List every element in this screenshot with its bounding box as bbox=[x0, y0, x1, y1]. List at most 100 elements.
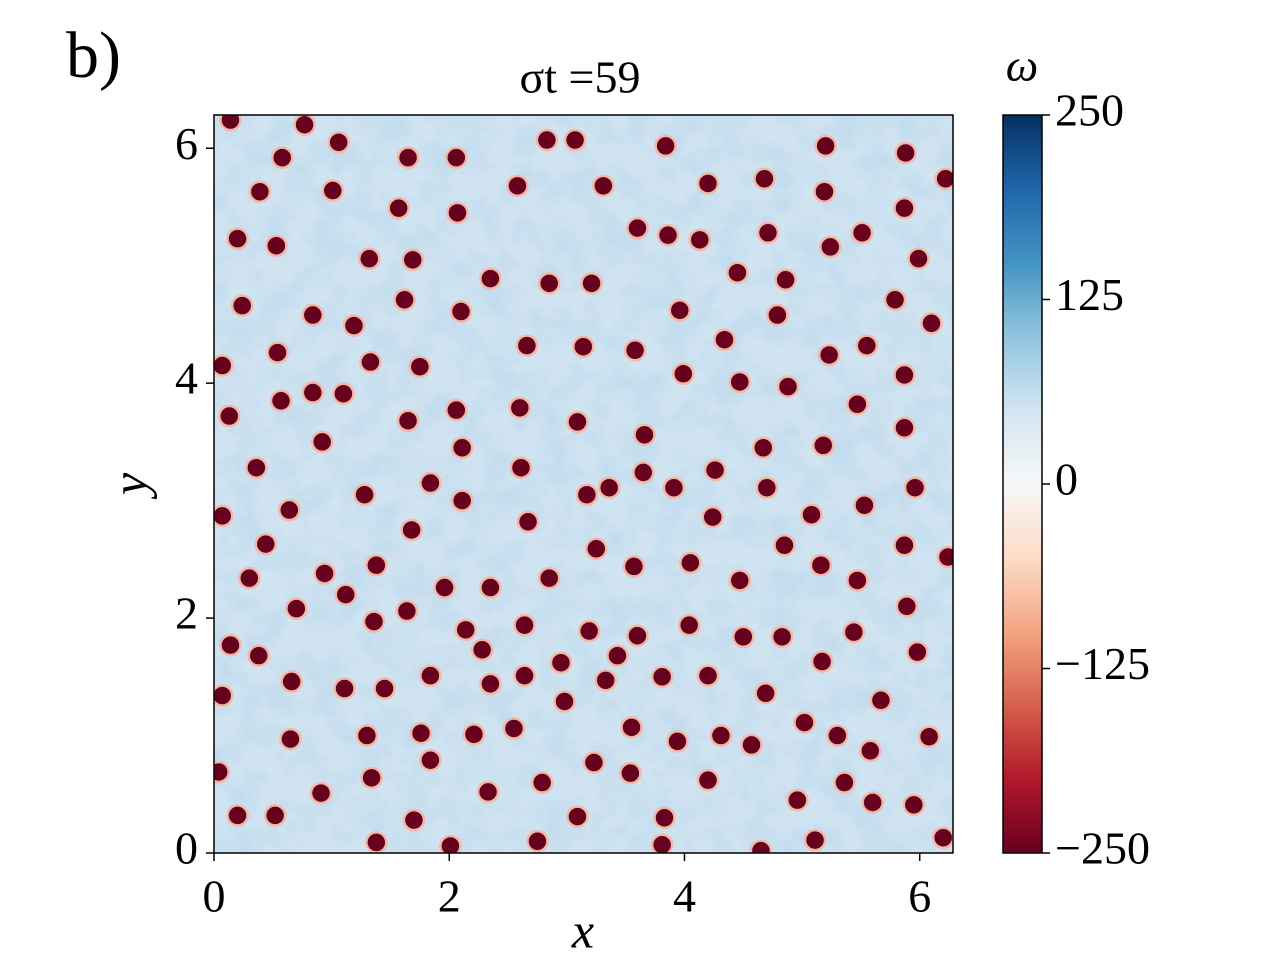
vortex bbox=[450, 436, 474, 460]
vortex bbox=[280, 670, 303, 693]
vortex bbox=[756, 221, 780, 245]
vortex bbox=[401, 248, 425, 272]
vortex bbox=[803, 828, 827, 852]
vortex bbox=[701, 505, 724, 529]
vortex bbox=[446, 201, 469, 225]
vortex bbox=[688, 228, 712, 252]
vortex bbox=[800, 503, 823, 526]
vortex bbox=[365, 831, 388, 853]
vortex bbox=[650, 665, 674, 689]
vortex bbox=[749, 839, 773, 853]
vortex bbox=[454, 618, 477, 642]
vortex bbox=[826, 724, 849, 747]
vortex bbox=[575, 483, 599, 506]
colorbar-tick-label: 125 bbox=[1055, 269, 1124, 320]
vortex bbox=[861, 791, 884, 814]
vortex bbox=[254, 532, 278, 556]
vortex bbox=[214, 760, 230, 784]
vortex bbox=[270, 146, 294, 169]
vortex bbox=[855, 334, 879, 357]
vortex bbox=[342, 314, 366, 337]
vortex bbox=[396, 409, 420, 432]
vortex bbox=[359, 350, 382, 374]
vortex bbox=[549, 651, 573, 674]
vortex bbox=[450, 489, 474, 512]
vortex bbox=[594, 669, 617, 692]
vortex bbox=[906, 640, 929, 664]
vortex bbox=[419, 664, 442, 687]
vortex bbox=[662, 476, 686, 499]
vortex bbox=[793, 711, 816, 734]
vortex bbox=[809, 553, 833, 577]
vortex bbox=[226, 804, 249, 827]
vortex bbox=[278, 498, 301, 522]
vortex bbox=[506, 174, 529, 198]
vortex bbox=[285, 597, 308, 620]
vortex bbox=[853, 494, 876, 517]
colorbar-label: ω bbox=[1006, 40, 1038, 91]
vortex bbox=[214, 684, 234, 707]
vortex bbox=[279, 727, 302, 751]
vortex bbox=[238, 566, 261, 590]
vortex bbox=[626, 216, 649, 240]
vortex bbox=[321, 179, 345, 202]
vortex bbox=[931, 826, 953, 849]
vortex bbox=[893, 416, 916, 440]
vortex bbox=[622, 555, 646, 578]
vortex bbox=[502, 717, 526, 740]
vortex bbox=[619, 761, 642, 785]
vortex bbox=[817, 343, 841, 367]
vortex bbox=[728, 370, 752, 394]
vortex bbox=[883, 288, 907, 312]
y-tick-label: 6 bbox=[175, 118, 198, 169]
vortex bbox=[333, 677, 356, 700]
vortex bbox=[920, 312, 943, 335]
vortex bbox=[400, 518, 423, 542]
colorbar-tick-label: −250 bbox=[1055, 823, 1150, 874]
vortex bbox=[373, 677, 396, 700]
vortex bbox=[332, 382, 355, 405]
vortex bbox=[902, 793, 926, 817]
vortex bbox=[677, 613, 701, 637]
vortex bbox=[592, 174, 615, 198]
vortex bbox=[753, 167, 776, 191]
vortex bbox=[230, 294, 254, 317]
vortex bbox=[408, 355, 432, 378]
plot-area bbox=[214, 115, 953, 853]
vortex bbox=[679, 551, 702, 575]
vortex bbox=[819, 235, 842, 259]
vortex bbox=[479, 267, 502, 290]
vortex bbox=[445, 146, 468, 169]
vortex bbox=[703, 458, 727, 482]
vortex bbox=[537, 566, 561, 590]
vortex bbox=[623, 339, 647, 362]
vortex bbox=[553, 690, 576, 713]
colorbar-tick-label: 0 bbox=[1055, 454, 1078, 505]
y-tick-label: 2 bbox=[175, 588, 198, 639]
vortex bbox=[654, 134, 677, 158]
vortex bbox=[479, 576, 502, 599]
vortex bbox=[439, 834, 462, 853]
vortex bbox=[893, 534, 916, 557]
vortex bbox=[313, 562, 336, 585]
vortex bbox=[396, 146, 420, 169]
vortex bbox=[846, 393, 869, 416]
vortex bbox=[907, 247, 930, 270]
vortex bbox=[226, 227, 249, 250]
vortex bbox=[358, 247, 381, 270]
vortex bbox=[728, 569, 752, 592]
vortex bbox=[696, 172, 720, 195]
y-tick-label: 4 bbox=[175, 353, 198, 404]
vortex bbox=[334, 583, 357, 606]
vortex bbox=[626, 624, 649, 647]
vortex bbox=[476, 780, 500, 804]
vortex bbox=[650, 833, 674, 853]
vortex bbox=[893, 363, 916, 387]
vortex bbox=[535, 128, 559, 152]
vortex bbox=[696, 664, 720, 687]
vortex bbox=[653, 806, 676, 830]
vortex bbox=[445, 398, 468, 422]
vortex bbox=[301, 381, 325, 404]
vortex bbox=[214, 504, 234, 528]
vortex bbox=[850, 221, 874, 245]
